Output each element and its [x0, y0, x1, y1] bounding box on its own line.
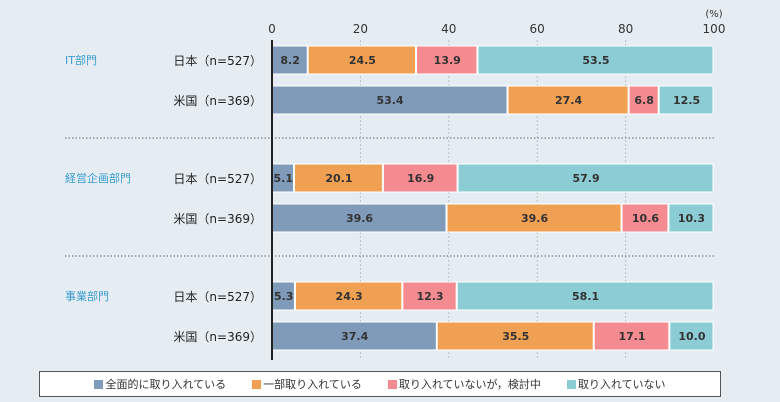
row-label: 日本（n=527）: [173, 54, 262, 68]
data-label: 17.1: [618, 330, 645, 343]
legend-item: 取り入れていない: [566, 376, 666, 392]
row-label: 日本（n=527）: [173, 290, 262, 304]
data-label: 35.5: [502, 330, 529, 343]
bar-segment: [669, 321, 714, 351]
data-label: 13.9: [434, 54, 461, 67]
data-label: 53.4: [376, 94, 403, 107]
row-label: 米国（n=369）: [173, 94, 262, 108]
legend-item: 全面的に取り入れている: [94, 376, 226, 392]
data-label: 12.3: [416, 290, 443, 303]
legend-label: 一部取り入れている: [263, 378, 362, 391]
tick-label: 20: [353, 22, 368, 36]
data-label: 57.9: [572, 172, 599, 185]
stacked-bar-chart: 0 20 40 60 80 100(%)IT部門 日本（n=527） 8.2 24.5 13.9 5…: [65, 9, 726, 360]
bar-segment: [628, 85, 659, 115]
data-label: 27.4: [555, 94, 582, 107]
bar-segment: [271, 45, 308, 75]
legend-item: 一部取り入れている: [252, 376, 362, 392]
data-label: 39.6: [521, 212, 548, 225]
bar-segment: [271, 321, 437, 351]
bar-segment: [658, 85, 714, 115]
legend-label: 取り入れていない: [577, 378, 666, 391]
bar-segment: [446, 203, 622, 233]
bar-segment: [457, 163, 714, 193]
bar-segment: [477, 45, 714, 75]
data-label: 53.5: [582, 54, 609, 67]
tick-label: 80: [618, 22, 633, 36]
data-label: 58.1: [572, 290, 599, 303]
data-label: 10.6: [632, 212, 659, 225]
bar-segment: [294, 163, 383, 193]
bar-segment: [382, 163, 458, 193]
tick-label: 100: [703, 22, 726, 36]
bar-segment: [621, 203, 669, 233]
data-label: 10.0: [678, 330, 705, 343]
data-label: 24.3: [336, 290, 363, 303]
data-label: 6.8: [634, 94, 654, 107]
legend-label: 取り入れていないが，検討中: [398, 378, 541, 391]
data-label: 12.5: [673, 94, 700, 107]
data-label: 10.3: [678, 212, 705, 225]
data-label: 5.1: [274, 172, 294, 185]
group-label: 事業部門: [65, 289, 109, 303]
legend-swatch: [566, 380, 576, 389]
row-label: 日本（n=527）: [173, 172, 262, 186]
data-label: 8.2: [280, 54, 300, 67]
data-label: 5.3: [274, 290, 294, 303]
legend-swatch: [94, 380, 104, 389]
bar-segment: [456, 281, 714, 311]
bar-segment: [307, 45, 417, 75]
legend-swatch: [387, 380, 397, 389]
data-label: 20.1: [325, 172, 352, 185]
legend-label: 全面的に取り入れている: [105, 378, 227, 391]
group-label: IT部門: [65, 53, 97, 67]
tick-label: 0: [268, 22, 276, 36]
bar-segment: [593, 321, 670, 351]
bar-segment: [416, 45, 478, 75]
data-label: 24.5: [349, 54, 376, 67]
bar-segment: [402, 281, 457, 311]
bar-segment: [271, 203, 447, 233]
bar-segment: [507, 85, 629, 115]
legend: 全面的に取り入れている 一部取り入れている 取り入れていないが，検討中 取り入れ…: [39, 371, 721, 397]
data-label: 16.9: [407, 172, 434, 185]
bar-segment: [294, 281, 403, 311]
data-label: 37.4: [341, 330, 368, 343]
tick-label: 40: [441, 22, 456, 36]
bar-segment: [668, 203, 714, 233]
data-label: 39.6: [346, 212, 373, 225]
legend-swatch: [252, 380, 262, 389]
row-label: 米国（n=369）: [173, 212, 262, 226]
row-label: 米国（n=369）: [173, 330, 262, 344]
bar-segment: [436, 321, 594, 351]
tick-label: 60: [530, 22, 545, 36]
unit-label: (%): [705, 9, 722, 20]
group-label: 経営企画部門: [65, 171, 131, 185]
legend-item: 取り入れていないが，検討中: [387, 376, 541, 392]
